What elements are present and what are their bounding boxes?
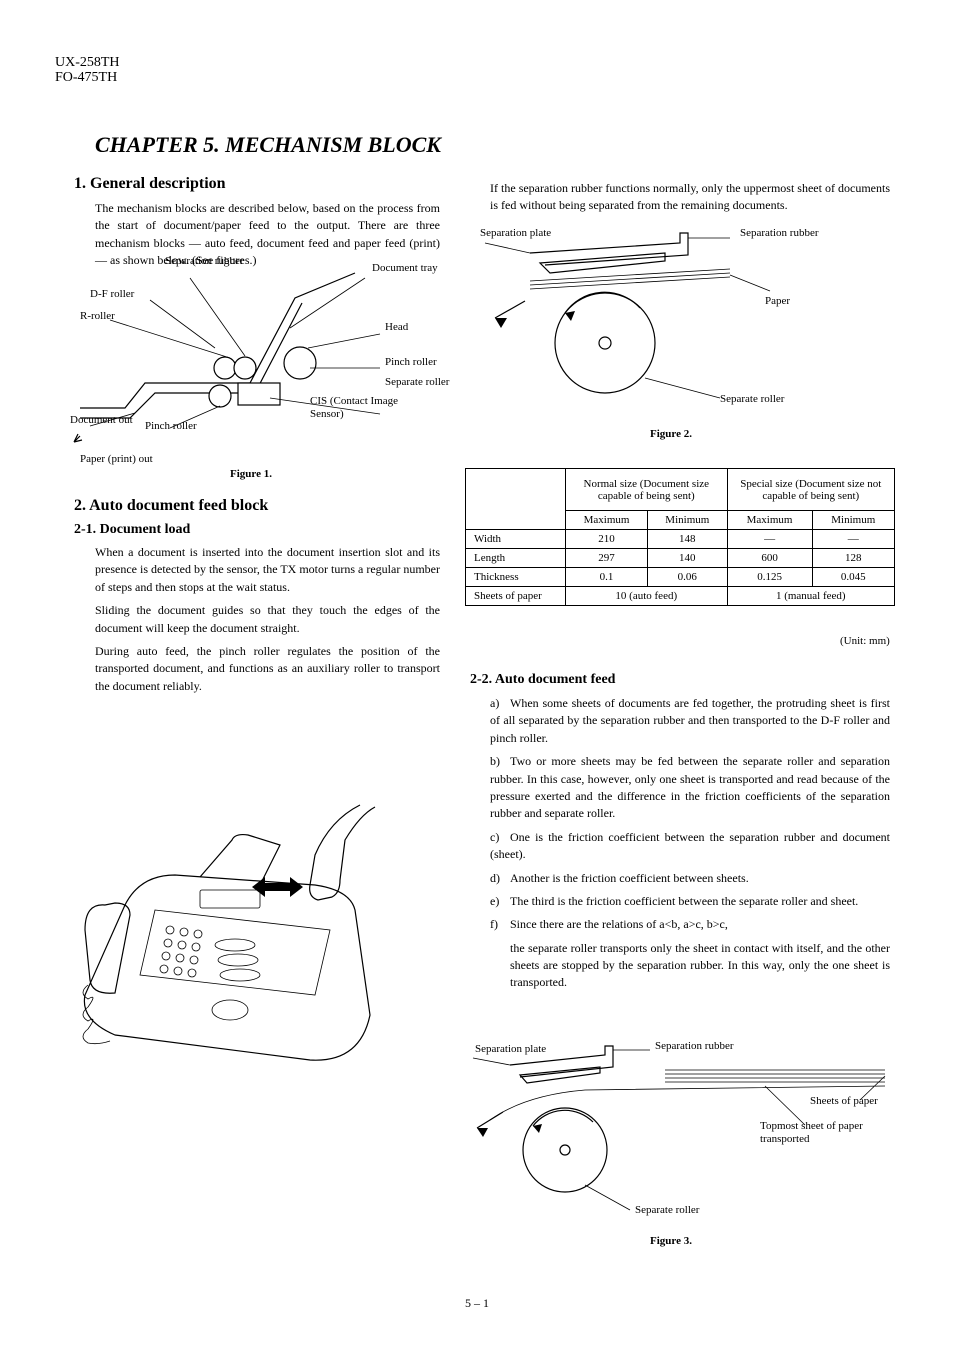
fig1-label-cis: CIS (Contact Image Sensor) [310,395,430,420]
fig3-label-sep-plate: Separation plate [475,1043,546,1056]
para-2: If the separation rubber functions norma… [490,180,890,215]
section-2-1-num: 2-1. [74,522,96,537]
section-2-title: Auto document feed block [89,497,268,514]
fig1-label-pinch: Pinch roller [385,356,437,369]
table-unit: (Unit: mm) [840,635,890,648]
table-hdr-special: Special size (Document size not capable … [727,469,894,511]
table-width-2: — [727,530,812,549]
para-4b: Two or more sheets may be fed between th… [490,754,890,820]
page-number: 5 – 1 [465,1296,489,1311]
section-1-title: General description [90,175,226,192]
table-sub-max-2: Maximum [727,511,812,530]
fig1-label-sep-roller: Separate roller [385,376,475,389]
table-thick-1: 0.06 [648,568,728,587]
table-length-1: 140 [648,549,728,568]
table-sheets-right: 1 (manual feed) [727,587,894,606]
table-thick-0: 0.1 [566,568,648,587]
para-4f-1: Since there are the relations of a<b, a>… [510,917,728,931]
para-3-3: During auto feed, the pinch roller regul… [95,643,440,695]
fig1-label-r-roller: R-roller [80,310,115,323]
fig1-label-paper-out: Paper (print) out [80,453,153,466]
table-length-2: 600 [727,549,812,568]
fig2-caption: Figure 2. [650,428,692,441]
model-number-2: FO-475TH [55,70,120,85]
table-sub-max-1: Maximum [566,511,648,530]
para-4d: Another is the friction coefficient betw… [510,871,749,885]
table-width-3: — [812,530,894,549]
fax-illustration [60,785,390,1075]
table-row-thick-label: Thickness [466,568,566,587]
section-2-num: 2. [74,497,86,514]
fig3-caption: Figure 3. [650,1235,692,1248]
para-4a: When some sheets of documents are fed to… [490,696,890,745]
table-sub-min-1: Minimum [648,511,728,530]
fig3-label-topmost: Topmost sheet of paper transported [760,1120,900,1145]
para-4f-2: the separate roller transports only the … [510,940,890,992]
table-row-width-label: Width [466,530,566,549]
table-sheets-left: 10 (auto feed) [566,587,728,606]
fig1-label-sep-rubber: Separation rubber [165,255,244,268]
fig1-label-head: Head [385,321,408,334]
para-4c: One is the friction coefficient between … [490,830,890,861]
table-thick-3: 0.045 [812,568,894,587]
section-2-1-title: Document load [100,522,191,537]
para-3-1: When a document is inserted into the doc… [95,544,440,596]
figure-2-drawing [470,223,890,423]
para-3-2: Sliding the document guides so that they… [95,602,440,637]
fig2-label-sep-plate: Separation plate [480,227,551,240]
fig1-caption: Figure 1. [230,468,272,481]
fig3-label-sheets: Sheets of paper [810,1095,900,1108]
table-row-sheets-label: Sheets of paper [466,587,566,606]
doc-size-table: Normal size (Document size capable of be… [465,468,895,606]
table-width-0: 210 [566,530,648,549]
table-sub-min-2: Minimum [812,511,894,530]
chapter-title: CHAPTER 5. MECHANISM BLOCK [95,132,441,158]
table-width-1: 148 [648,530,728,549]
table-row-length-label: Length [466,549,566,568]
para-4e: The third is the friction coefficient be… [510,894,858,908]
table-hdr-normal: Normal size (Document size capable of be… [566,469,728,511]
table-length-3: 128 [812,549,894,568]
section-1-num: 1. [74,175,86,192]
fig1-label-doc-out: Document out [70,414,140,427]
model-number-1: UX-258TH [55,55,120,70]
fig1-label-pinch-2: Pinch roller [145,420,197,433]
fig2-label-sep-rubber: Separation rubber [740,227,819,240]
fig3-label-sep-rubber: Separation rubber [655,1040,734,1053]
fig3-label-sep-roller: Separate roller [635,1204,699,1217]
fig2-label-paper: Paper [765,295,790,308]
table-thick-2: 0.125 [727,568,812,587]
fig1-label-doc-tray: Document tray [372,262,438,275]
section-2-2-num: 2-2. [470,672,492,687]
section-2-2-title: Auto document feed [495,672,616,687]
fig1-label-df-roller: D-F roller [90,288,134,301]
fig2-label-sep-roller: Separate roller [720,393,784,406]
table-length-0: 297 [566,549,648,568]
